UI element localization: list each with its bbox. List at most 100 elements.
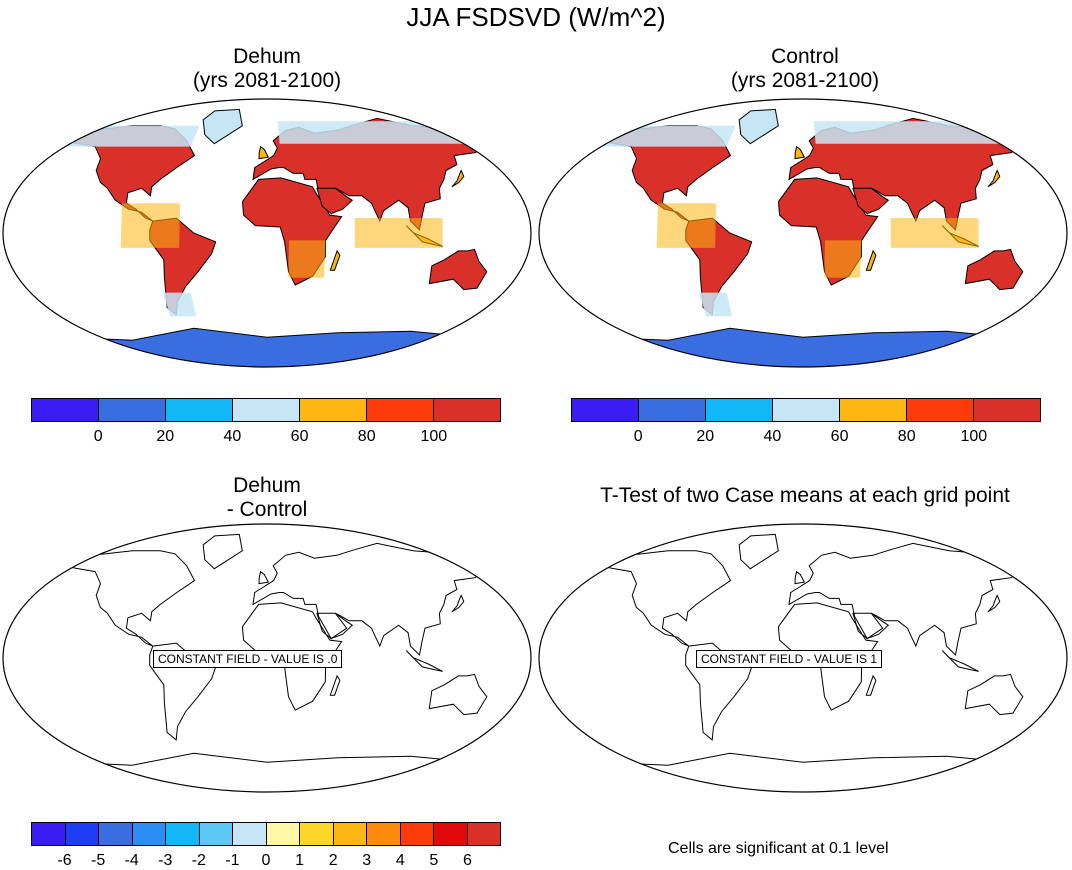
colorbar-tick-label: 20	[696, 428, 715, 445]
panel-title-control: Control (yrs 2081-2100)	[538, 45, 1072, 93]
landmass-antarctica	[595, 327, 1011, 367]
landmass-indonesia	[405, 650, 443, 672]
landmass-madagascar	[329, 674, 341, 696]
landmass-uk	[794, 570, 806, 585]
high-latitude-band	[277, 121, 494, 144]
tropical-band	[824, 240, 862, 278]
map-control	[536, 97, 1070, 369]
landmass-eurasia	[788, 542, 1018, 657]
landmass-antarctica	[59, 752, 475, 792]
landmass-newZealand	[1030, 709, 1053, 727]
colorbar-swatch	[367, 399, 434, 421]
colorbar-diff-swatch	[132, 823, 166, 845]
colorbar-diff-tick-label: -3	[158, 852, 173, 869]
colorbar-diff-tick-label: -6	[57, 852, 72, 869]
colorbar-diff-tick-label: -1	[225, 852, 240, 869]
map-difference: CONSTANT FIELD - VALUE IS .0	[0, 522, 534, 794]
landmass-madagascar	[865, 674, 877, 696]
colorbar-tick-label: 100	[420, 428, 448, 445]
colorbar-diff-tick-label: 2	[328, 852, 338, 869]
colorbar-diff-tick-label: 6	[462, 852, 472, 869]
colorbar-tick-label: 60	[830, 428, 849, 445]
map-frame	[2, 523, 532, 793]
landmass-arabia	[852, 612, 890, 640]
landmass-australia	[964, 248, 1024, 291]
landmass-northAmerica	[597, 550, 732, 647]
landmass-antarctica	[595, 752, 1011, 792]
colorbar-swatch	[99, 399, 166, 421]
landmass-japan	[987, 594, 1001, 613]
colorbar-diff-swatch	[99, 823, 133, 845]
landmass-australia	[964, 673, 1024, 716]
landmass-greenland	[202, 533, 243, 570]
colorbar-diff-tick-label: 0	[261, 852, 271, 869]
colorbar-diff-tick-label: -4	[124, 852, 139, 869]
colorbar-control: 0 20 40 60 80 100	[571, 398, 1041, 450]
colorbar-diff-swatch	[266, 823, 300, 845]
colorbar-swatch	[434, 399, 500, 421]
colorbar-diff-swatch	[199, 823, 233, 845]
landmass-japan	[987, 169, 1001, 188]
landmass-uk	[794, 145, 806, 160]
landmass-australia	[428, 673, 488, 716]
colorbar-swatch	[974, 399, 1040, 421]
colorbar-diff-tick-label: 4	[395, 852, 405, 869]
landmass-greenland	[202, 108, 243, 145]
colorbar-swatch	[572, 399, 639, 421]
tropical-band	[354, 218, 443, 248]
colorbar-swatch	[840, 399, 907, 421]
panel-title-dehum: Dehum (yrs 2081-2100)	[0, 45, 534, 93]
constant-field-label: CONSTANT FIELD - VALUE IS 1	[696, 650, 883, 668]
colorbar-tick-label: 80	[357, 428, 376, 445]
tropical-band	[890, 218, 979, 248]
tropical-band	[288, 240, 326, 278]
colorbar-diff-tick-label: -2	[191, 852, 206, 869]
colorbar-diff-tick-label: 3	[362, 852, 372, 869]
significance-note: Cells are significant at 0.1 level	[668, 840, 889, 857]
high-latitude-band	[586, 125, 736, 147]
colorbar-diff-swatch	[32, 823, 66, 845]
panel-title-difference: Dehum - Control	[0, 474, 534, 522]
colorbar-tick-label: 0	[93, 428, 103, 445]
colorbar-diff-swatch	[467, 823, 500, 845]
colorbar-dehum: 0 20 40 60 80 100	[31, 398, 501, 450]
colorbar-diff-swatch	[65, 823, 99, 845]
colorbar-swatch	[233, 399, 300, 421]
colorbar-tick-label: 80	[897, 428, 916, 445]
colorbar-tick-label: 40	[763, 428, 782, 445]
colorbar-diff-tick-label: 5	[429, 852, 439, 869]
colorbar-tick-label: 60	[290, 428, 309, 445]
colorbar-swatch	[639, 399, 706, 421]
high-latitude-band	[50, 125, 200, 147]
colorbar-swatches	[31, 398, 501, 422]
tropical-band	[656, 203, 716, 248]
map-frame	[538, 98, 1068, 368]
landmass-uk	[258, 145, 270, 160]
constant-field-label: CONSTANT FIELD - VALUE IS .0	[153, 650, 343, 668]
colorbar-diff-tick-label: -5	[91, 852, 106, 869]
colorbar-swatch	[166, 399, 233, 421]
colorbar-swatch	[706, 399, 773, 421]
colorbar-tick-label: 20	[156, 428, 175, 445]
landmass-eurasia	[252, 542, 482, 657]
panel-title-line1: T-Test of two Case means at each grid po…	[600, 484, 1010, 507]
landmass-newZealand	[494, 284, 517, 302]
map-ttest: CONSTANT FIELD - VALUE IS 1	[536, 522, 1070, 794]
panel-title-line2: - Control	[226, 498, 308, 521]
tropical-band	[120, 203, 180, 248]
colorbar-diff-swatch	[300, 823, 334, 845]
landmass-australia	[428, 248, 488, 291]
landmass-northAmerica	[61, 550, 196, 647]
colorbar-diff-tick-label: 1	[295, 852, 305, 869]
colorbar-tick-label: 100	[960, 428, 988, 445]
panel-title-line1: Dehum	[233, 45, 301, 68]
colorbar-tick-label: 40	[223, 428, 242, 445]
high-latitude-band	[699, 292, 733, 317]
landmass-antarctica	[59, 327, 475, 367]
landmass-uk	[258, 570, 270, 585]
panel-title-line2: (yrs 2081-2100)	[192, 69, 342, 92]
colorbar-swatch	[907, 399, 974, 421]
map-dehum	[0, 97, 534, 369]
map-frame	[2, 98, 532, 368]
landmass-arabia	[316, 612, 354, 640]
